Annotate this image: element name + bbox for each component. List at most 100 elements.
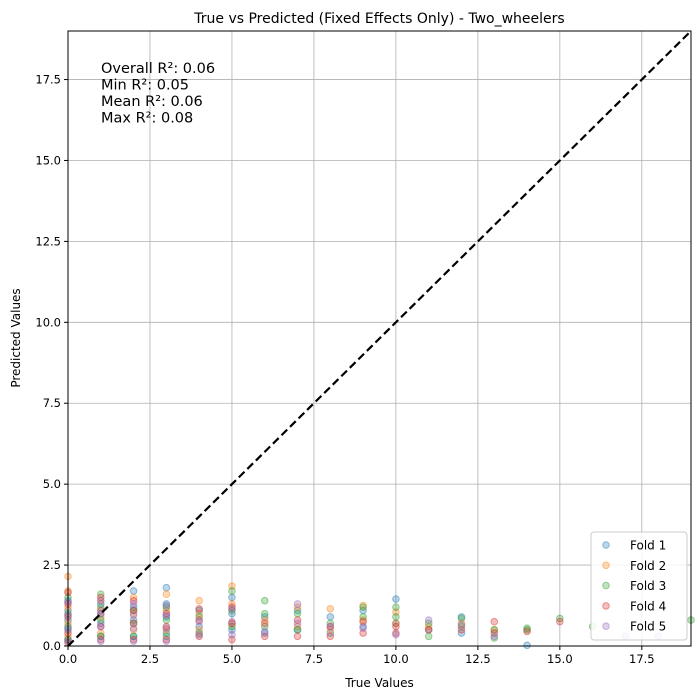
- data-point-fold-2: [129, 609, 138, 618]
- data-point-fold-5: [228, 630, 236, 639]
- data-point-fold-5: [457, 621, 466, 629]
- data-point-fold-4: [556, 617, 564, 626]
- data-point-fold-4: [293, 632, 302, 641]
- data-point-fold-2: [162, 590, 171, 599]
- data-point-fold-2: [326, 604, 335, 613]
- data-point-fold-3: [523, 624, 531, 632]
- data-point-fold-4: [359, 617, 367, 626]
- data-point-fold-1: [260, 613, 269, 621]
- data-point-fold-2: [129, 626, 138, 634]
- data-point-fold-3: [556, 614, 564, 623]
- data-point-fold-5: [162, 637, 171, 645]
- data-point-fold-1: [162, 583, 171, 592]
- legend-label-fold-1: Fold 1: [630, 539, 666, 553]
- data-point-fold-4: [490, 617, 499, 626]
- data-point-fold-5: [162, 601, 171, 610]
- data-point-fold-2: [359, 616, 367, 624]
- data-point-fold-4: [195, 604, 203, 613]
- data-point-fold-4: [326, 622, 335, 631]
- data-point-fold-4: [129, 619, 138, 628]
- chart-title: True vs Predicted (Fixed Effects Only) -…: [193, 11, 564, 27]
- data-point-fold-1: [195, 622, 203, 631]
- data-point-fold-5: [293, 619, 302, 628]
- data-point-fold-4: [162, 622, 171, 631]
- data-point-fold-2: [424, 622, 433, 631]
- data-point-fold-1: [326, 629, 335, 637]
- legend-label-fold-4: Fold 4: [630, 599, 666, 613]
- x-axis-label: True Values: [344, 676, 414, 690]
- data-point-fold-4: [228, 603, 236, 611]
- data-point-fold-1: [359, 622, 367, 631]
- data-point-fold-4: [228, 619, 236, 628]
- x-tick-label: 7.5: [305, 652, 323, 666]
- r2-annotation-line: Mean R²: 0.06: [101, 94, 203, 110]
- legend-label-fold-5: Fold 5: [630, 620, 666, 634]
- data-point-fold-2: [228, 582, 236, 590]
- data-point-fold-1: [293, 626, 302, 634]
- data-point-fold-2: [195, 596, 203, 605]
- data-point-fold-5: [424, 616, 433, 624]
- legend-marker-fold-3: [602, 581, 610, 590]
- data-point-fold-2: [228, 619, 236, 628]
- y-tick-label: 7.5: [43, 396, 61, 410]
- data-point-fold-5: [129, 637, 138, 645]
- data-point-fold-3: [457, 614, 466, 623]
- data-point-fold-1: [293, 606, 302, 615]
- y-tick-label: 0.0: [43, 639, 61, 653]
- data-point-fold-2: [392, 608, 400, 616]
- data-point-fold-4: [96, 622, 105, 631]
- data-point-fold-1: [457, 613, 466, 621]
- data-point-fold-5: [359, 624, 367, 632]
- data-point-fold-3: [424, 632, 433, 641]
- data-point-fold-2: [490, 626, 499, 634]
- data-point-fold-4: [195, 616, 203, 624]
- x-tick-label: 17.5: [629, 652, 655, 666]
- data-point-fold-1: [162, 629, 171, 637]
- data-point-fold-5: [129, 600, 138, 608]
- y-tick-label: 2.5: [43, 558, 61, 572]
- data-point-fold-1: [424, 626, 433, 634]
- data-point-fold-3: [195, 613, 203, 621]
- data-point-fold-4: [162, 609, 171, 618]
- data-point-fold-5: [96, 637, 105, 645]
- data-point-fold-4: [195, 632, 203, 641]
- data-point-fold-3: [359, 603, 367, 611]
- data-point-fold-5: [96, 596, 105, 605]
- data-point-fold-3: [129, 606, 138, 615]
- data-point-fold-1: [392, 595, 400, 603]
- data-point-fold-1: [129, 587, 138, 595]
- data-point-fold-1: [195, 606, 203, 615]
- data-point-fold-2: [129, 593, 138, 602]
- data-point-fold-4: [96, 593, 105, 602]
- r2-annotation-line: Max R²: 0.08: [101, 111, 193, 127]
- y-tick-label: 15.0: [35, 153, 61, 167]
- data-point-fold-3: [260, 609, 269, 618]
- axis-ticks: 0.0 2.5 5.0 7.5 10.0 12.5 15.0 17.5 0.0 2.5 5.0 7.5…: [35, 73, 654, 666]
- data-point-fold-1: [523, 641, 531, 650]
- data-point-fold-1: [129, 616, 138, 624]
- data-point-fold-2: [195, 609, 203, 618]
- data-point-fold-3: [129, 632, 138, 641]
- data-point-fold-5: [228, 617, 236, 626]
- y-tick-label: 12.5: [35, 234, 61, 248]
- data-point-fold-1: [129, 632, 138, 641]
- legend-marker-fold-2: [602, 561, 610, 570]
- data-point-fold-5: [195, 617, 203, 626]
- x-tick-label: 2.5: [141, 652, 159, 666]
- data-point-fold-2: [359, 601, 367, 610]
- data-point-fold-4: [424, 626, 433, 634]
- data-point-fold-3: [457, 622, 466, 631]
- scatter-points: [64, 572, 695, 650]
- data-point-fold-2: [162, 626, 171, 634]
- data-point-fold-5: [162, 611, 171, 620]
- data-point-fold-2: [195, 626, 203, 634]
- data-point-fold-2: [260, 616, 269, 624]
- data-point-fold-5: [96, 622, 105, 631]
- data-point-fold-4: [392, 629, 400, 637]
- x-tick-label: 5.0: [223, 652, 241, 666]
- data-point-fold-1: [129, 603, 138, 611]
- data-point-fold-4: [457, 626, 466, 634]
- data-point-fold-3: [326, 619, 335, 628]
- data-point-fold-3: [523, 626, 531, 634]
- data-point-fold-4: [326, 632, 335, 641]
